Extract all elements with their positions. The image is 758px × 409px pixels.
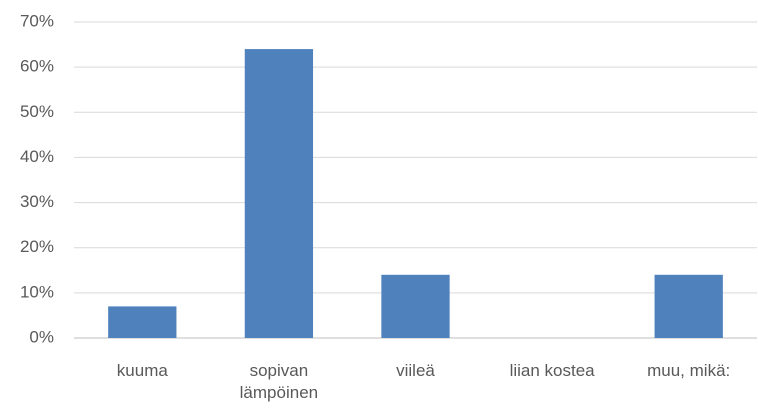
y-tick-label: 50% — [20, 102, 54, 121]
x-tick-label: liian kostea — [509, 361, 595, 380]
bar — [381, 274, 450, 338]
y-tick-label: 0% — [29, 327, 54, 346]
bar — [108, 306, 177, 338]
y-tick-label: 10% — [20, 282, 54, 301]
x-tick-label: kuuma — [116, 361, 168, 380]
x-tick-label: sopivan lämpöinen — [239, 361, 319, 402]
bar — [654, 274, 723, 338]
y-tick-label: 20% — [20, 237, 54, 256]
y-tick-label: 40% — [20, 147, 54, 166]
x-tick-label: viileä — [396, 361, 435, 380]
y-tick-label: 30% — [20, 192, 54, 211]
bar — [244, 49, 314, 338]
y-tick-label: 60% — [20, 57, 54, 76]
y-tick-label: 70% — [20, 11, 54, 30]
x-tick-label: muu, mikä: — [647, 361, 731, 380]
